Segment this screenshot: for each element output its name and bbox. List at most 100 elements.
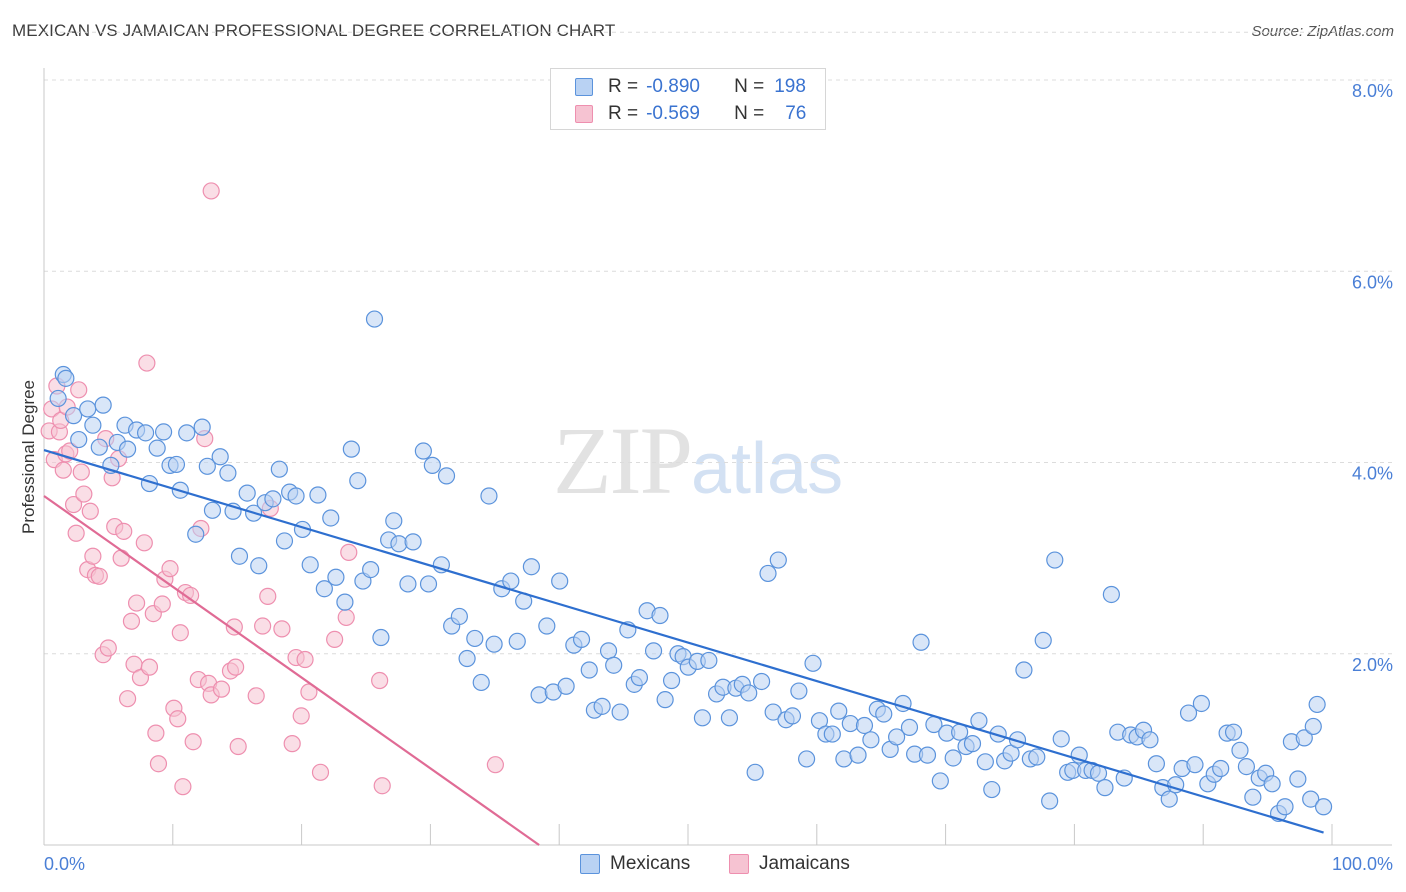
jamaican-point bbox=[184, 733, 202, 751]
mexican-point bbox=[1308, 695, 1326, 714]
mexican-point bbox=[342, 440, 360, 458]
mexican-point bbox=[502, 572, 520, 590]
trend-lines bbox=[43, 449, 1324, 846]
mexican-point bbox=[593, 697, 611, 715]
bottom-mexicans-label: Mexicans bbox=[610, 853, 691, 874]
mexican-point bbox=[931, 772, 949, 790]
mexican-point bbox=[862, 731, 880, 749]
mexican-point bbox=[419, 575, 438, 593]
mexican-point bbox=[1179, 704, 1198, 722]
mexican-point bbox=[178, 424, 196, 442]
mexican-point bbox=[551, 572, 569, 590]
jamaicans-r-value: -0.569 bbox=[646, 103, 700, 124]
mexican-point bbox=[1192, 694, 1211, 713]
mexican-point bbox=[309, 486, 327, 504]
mexican-point bbox=[976, 753, 994, 771]
bottom-jamaicans-swatch bbox=[729, 854, 749, 874]
mexican-point bbox=[70, 430, 88, 449]
mexican-point bbox=[720, 709, 739, 727]
mexican-point bbox=[572, 630, 591, 649]
mexican-point bbox=[390, 535, 408, 553]
mexican-point bbox=[264, 490, 282, 508]
mexican-point bbox=[399, 575, 417, 593]
jamaicans-r-label: R = bbox=[608, 103, 639, 124]
mexican-point bbox=[198, 457, 216, 475]
jamaican-point bbox=[247, 687, 265, 705]
mexican-point bbox=[187, 525, 205, 543]
mexican-point bbox=[855, 716, 874, 735]
jamaican-point bbox=[486, 756, 504, 774]
jamaican-point bbox=[127, 594, 146, 612]
mexican-point bbox=[804, 654, 822, 672]
jamaican-point bbox=[273, 620, 291, 638]
mexican-point bbox=[250, 557, 268, 575]
mexican-point bbox=[1028, 748, 1046, 766]
mexican-point bbox=[287, 487, 305, 505]
jamaican-point bbox=[337, 608, 355, 627]
mexican-point bbox=[450, 607, 468, 626]
mexican-point bbox=[912, 633, 930, 651]
mexican-point bbox=[1224, 723, 1243, 741]
mexican-point bbox=[322, 509, 340, 527]
mexican-point bbox=[1244, 788, 1262, 806]
mexican-point bbox=[900, 718, 919, 736]
jamaican-point bbox=[212, 680, 231, 698]
y-tick-label-2: 6.0% bbox=[1352, 272, 1393, 292]
mexican-point bbox=[1186, 756, 1204, 774]
mexican-point bbox=[1302, 790, 1320, 808]
mexican-point bbox=[57, 369, 75, 387]
mexican-point bbox=[64, 407, 83, 425]
jamaican-point bbox=[227, 658, 245, 676]
jamaican-point bbox=[292, 707, 310, 725]
jamaican-point bbox=[259, 587, 277, 605]
mexican-point bbox=[414, 442, 432, 460]
mexican-point bbox=[605, 656, 623, 674]
jamaican-point bbox=[171, 624, 189, 642]
mexican-point bbox=[963, 735, 982, 753]
axes bbox=[43, 68, 1392, 846]
mexican-point bbox=[769, 551, 787, 569]
mexican-point bbox=[651, 606, 669, 625]
jamaican-point bbox=[169, 710, 187, 728]
mexican-point bbox=[783, 707, 802, 725]
jamaican-point bbox=[254, 617, 272, 635]
jamaican-point bbox=[75, 485, 93, 503]
mexican-point bbox=[1015, 661, 1033, 679]
mexican-point bbox=[944, 749, 962, 767]
jamaican-point bbox=[72, 463, 90, 481]
jamaican-point bbox=[229, 737, 247, 756]
mexican-point bbox=[154, 423, 173, 441]
mexicans-n-value: 198 bbox=[774, 76, 806, 97]
mexican-point bbox=[485, 635, 503, 653]
mexican-point bbox=[1289, 770, 1307, 788]
mexican-point bbox=[830, 702, 848, 720]
jamaican-point bbox=[70, 381, 88, 399]
mexican-point bbox=[970, 712, 988, 730]
watermark-atlas: atlas bbox=[691, 429, 844, 509]
jamaican-point bbox=[61, 442, 79, 460]
mexican-point bbox=[203, 501, 222, 519]
jamaican-point bbox=[135, 534, 153, 552]
mexican-point bbox=[693, 709, 712, 727]
mexican-point bbox=[1096, 779, 1114, 797]
mexican-point bbox=[230, 547, 249, 565]
watermark-zip: ZIP bbox=[553, 407, 693, 514]
mexican-point bbox=[611, 703, 629, 721]
mexican-point bbox=[90, 438, 108, 456]
y-tick-label-0: 2.0% bbox=[1352, 655, 1393, 675]
mexican-point bbox=[94, 396, 112, 414]
jamaican-point bbox=[153, 595, 171, 613]
mexican-point bbox=[530, 686, 548, 704]
mexican-point bbox=[238, 484, 256, 502]
jamaican-point bbox=[122, 612, 141, 630]
jamaican-point bbox=[84, 547, 102, 565]
mexican-point bbox=[362, 560, 380, 579]
mexican-point bbox=[423, 456, 441, 474]
mexicans-swatch bbox=[575, 78, 593, 96]
mexican-point bbox=[458, 649, 476, 668]
jamaican-point bbox=[67, 524, 85, 542]
mexican-point bbox=[764, 703, 782, 721]
chart-title: MEXICAN VS JAMAICAN PROFESSIONAL DEGREE … bbox=[12, 21, 616, 40]
mexican-point bbox=[79, 400, 97, 418]
mexican-point bbox=[1295, 729, 1313, 747]
